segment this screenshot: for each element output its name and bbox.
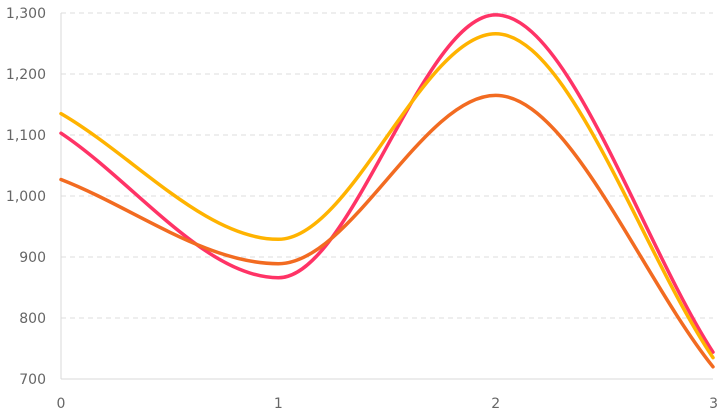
y-tick-label: 800 [19,311,46,327]
x-tick-label: 1 [274,396,283,412]
y-tick-label: 700 [19,372,46,388]
x-tick-label: 3 [709,396,718,412]
y-axis-tick-labels: 700 800 900 1,000 1,100 1,200 1,300 [6,6,46,388]
x-axis-tick-labels: 0 1 2 3 [57,396,718,412]
y-tick-label: 1,000 [6,189,46,205]
x-tick-label: 0 [57,396,66,412]
series-lines [59,13,715,369]
series-line-2 [59,31,715,360]
y-tick-label: 1,100 [6,128,46,144]
y-tick-label: 1,300 [6,6,46,22]
axes [60,13,713,380]
y-tick-label: 1,200 [6,67,46,83]
grid-lines [61,12,713,319]
series-line-3 [59,93,715,369]
y-tick-label: 900 [19,250,46,266]
x-tick-label: 2 [491,396,500,412]
